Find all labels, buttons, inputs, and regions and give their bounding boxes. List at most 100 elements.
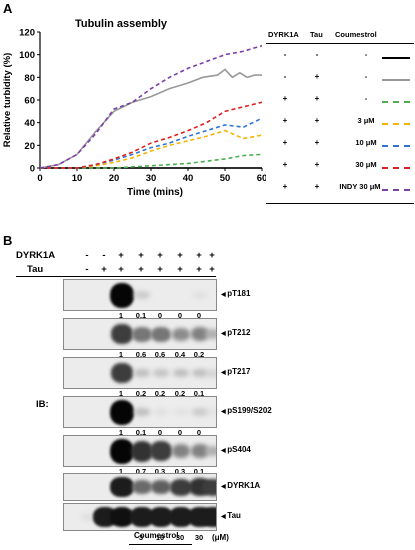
western-blot-pt212 [63, 318, 217, 350]
tau-sign: + [209, 264, 215, 275]
series-line-indy [39, 44, 263, 169]
blot-label-text: pT212 [227, 328, 251, 337]
quantification-value: 0.6 [135, 350, 147, 359]
blot-band [151, 326, 171, 342]
legend-dyrk1a-sign: + [282, 116, 288, 125]
legend-header-tau: Tau [310, 30, 323, 39]
x-tick-label: 60 [257, 173, 266, 184]
y-axis-label: Relative turbidity (%) [2, 53, 13, 148]
blot-band [153, 409, 169, 415]
tau-sign: + [177, 264, 183, 275]
blot-band [134, 291, 150, 299]
dyrk1a-row-label: DYRK1A [16, 250, 56, 261]
quantification-value: 0.6 [154, 350, 166, 359]
legend-coumestrol-dose: 10 μM [355, 138, 377, 147]
y-tick-label: 120 [19, 28, 35, 39]
blot-band [202, 478, 216, 496]
x-tick-label: 10 [72, 173, 83, 184]
dyrk1a-sign: + [209, 250, 215, 261]
legend-coumestrol-dose: INDY 30 μM [339, 182, 381, 191]
quantification-value: 0 [157, 311, 163, 320]
coumestrol-dose-value: 3 [138, 533, 144, 542]
legend-row: --- [266, 50, 414, 64]
legend-row: - + - [266, 72, 414, 86]
blot-band [133, 368, 151, 378]
blot-band [110, 506, 134, 528]
legend-coumestrol-dose: 3 μM [357, 116, 375, 125]
blot-band [150, 479, 172, 495]
arrow-left-icon: ◀ [221, 409, 228, 415]
blot-band [111, 324, 133, 344]
series-line-c10 [40, 129, 263, 169]
blot-label: ◀ DYRK1A [221, 481, 260, 490]
western-blot-ps404 [63, 435, 217, 467]
legend-tau-sign: + [314, 94, 320, 103]
arrow-left-icon: ◀ [221, 484, 228, 490]
quantification-value: 0 [196, 428, 202, 437]
blot-label: ◀ pT212 [221, 328, 250, 337]
blot-label: ◀ pT217 [221, 367, 250, 376]
blot-label-text: DYRK1A [227, 481, 261, 490]
quantification-value: 0 [177, 311, 183, 320]
tau-sign: + [138, 264, 144, 275]
dyrk1a-sign: + [177, 250, 183, 261]
legend-coumestrol-dose: - [364, 50, 368, 59]
quantification-value: 0.1 [135, 428, 147, 437]
arrow-left-icon: ◀ [221, 514, 228, 520]
blot-band [170, 478, 192, 496]
blot-band [172, 368, 190, 378]
blot-label: ◀ pT181 [221, 289, 250, 298]
western-blot-tau [63, 503, 217, 531]
arrow-left-icon: ◀ [221, 292, 228, 298]
quantification-value: 1 [118, 350, 124, 359]
legend-line-swatch [382, 145, 410, 147]
x-tick-label: 30 [146, 173, 157, 184]
coumestrol-bracket-line [129, 544, 192, 545]
dyrk1a-sign: - [102, 250, 106, 261]
chart-title: Tubulin assembly [75, 18, 168, 30]
dyrk1a-sign: - [85, 250, 89, 261]
quantification-value: 0.1 [193, 389, 205, 398]
quantification-value: 0 [177, 428, 183, 437]
blot-band [190, 327, 210, 341]
dyrk1a-sign: + [157, 250, 163, 261]
series-line-c_red [40, 101, 263, 169]
western-blot-pt217 [63, 357, 217, 389]
tau-sign: + [196, 264, 202, 275]
blot-label-text: pS199/S202 [227, 406, 272, 415]
tubulin-assembly-chart: Tubulin assembly 0 10 20 30 40 50 60 0 20 40 60 80 1… [2, 18, 266, 198]
quantification-value: 0.1 [193, 467, 205, 476]
quantification-value: 0.4 [174, 350, 186, 359]
quantification-value: 0.3 [154, 467, 166, 476]
coumestrol-dose-value: 10 [155, 533, 165, 542]
legend-tau-sign: + [314, 72, 320, 81]
legend-line-swatch [382, 101, 410, 103]
legend-dyrk1a-sign: + [282, 94, 288, 103]
dyrk1a-sign: + [196, 250, 202, 261]
quantification-value: 0.1 [135, 311, 147, 320]
panel-a-letter: A [3, 1, 13, 16]
blot-band [171, 444, 191, 458]
blot-band [201, 507, 216, 527]
blot-label-text: pT217 [227, 367, 251, 376]
x-tick-label: 40 [183, 173, 194, 184]
blot-label-text: Tau [227, 511, 241, 520]
blot-band [204, 446, 216, 456]
blot-label-text: pT181 [227, 289, 251, 298]
western-blot-pt181 [63, 279, 217, 311]
blot-band [130, 440, 154, 462]
quantification-value: 0.3 [174, 467, 186, 476]
legend-dyrk1a-sign: - [283, 50, 287, 59]
blot-band [173, 409, 189, 415]
legend-row: + + INDY 30 μM [266, 182, 414, 196]
blot-label: ◀ pS404 [221, 445, 251, 454]
blot-band [132, 326, 152, 342]
y-tick-label: 20 [24, 141, 35, 152]
blot-band [132, 480, 152, 494]
tau-row-label: Tau [27, 264, 44, 275]
series-line-tau [39, 68, 262, 169]
dyrk1a-sign: + [118, 250, 124, 261]
legend-header-coumestrol: Coumestrol [335, 30, 377, 39]
legend-row: + +10 μM [266, 138, 414, 152]
legend-dyrk1a-sign: + [282, 182, 288, 191]
